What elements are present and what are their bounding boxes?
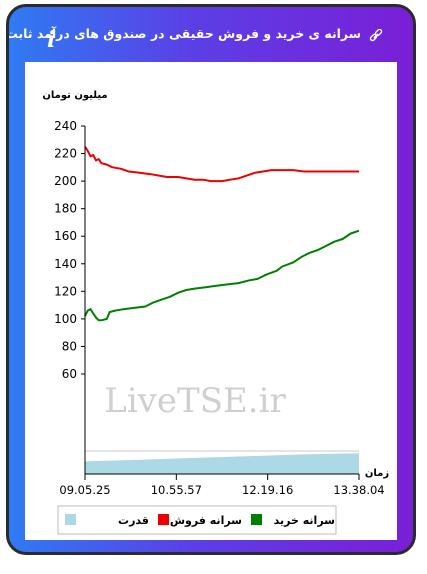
chart-svg: 60 80 100 120 140 160 180 200 220 240 09.05.25 10.…	[42, 90, 389, 535]
legend: سرانه خرید سرانه فروش قدرت	[57, 505, 337, 535]
y-tick-label: 140	[54, 257, 77, 271]
y-axis-label: میلیون تومان	[42, 90, 107, 101]
y-tick-label: 100	[54, 312, 77, 326]
legend-label: قدرت	[118, 514, 149, 527]
y-tick-label: 80	[62, 339, 77, 353]
y-tick-label: 220	[54, 147, 77, 161]
series-line-1	[84, 229, 360, 322]
widget-card: i سرانه ی خرید و فروش حقیقی در صندوق های…	[6, 4, 416, 555]
y-tick-label: 180	[54, 202, 77, 216]
x-axis-label: زمان	[365, 468, 389, 479]
x-tick-label: 12.19.16	[242, 483, 293, 497]
y-tick-label: 120	[54, 284, 77, 298]
y-tick-label: 240	[54, 119, 77, 133]
legend-swatch	[65, 514, 76, 525]
y-tick-label: 160	[54, 229, 77, 243]
x-tick-label: 09.05.25	[59, 483, 110, 497]
x-tick-label: 13.38.04	[333, 483, 384, 497]
y-tick-label: 60	[62, 367, 77, 381]
legend-swatch	[251, 514, 262, 525]
series-power-area	[85, 453, 359, 474]
widget-header: i سرانه ی خرید و فروش حقیقی در صندوق های…	[9, 7, 413, 63]
chart-panel: 60 80 100 120 140 160 180 200 220 240 09.05.25 10.…	[25, 62, 397, 540]
watermark: LiveTSE.ir	[104, 381, 286, 421]
x-tick-label: 10.55.57	[151, 483, 202, 497]
legend-swatch	[158, 514, 169, 525]
info-icon[interactable]: i	[47, 27, 56, 53]
widget-title: سرانه ی خرید و فروش حقیقی در صندوق های د…	[6, 26, 361, 41]
legend-label: سرانه فروش	[170, 514, 242, 527]
link-icon[interactable]	[369, 29, 383, 43]
series-line-0	[84, 146, 359, 183]
legend-label: سرانه خرید	[274, 514, 335, 527]
y-tick-label: 200	[54, 174, 77, 188]
